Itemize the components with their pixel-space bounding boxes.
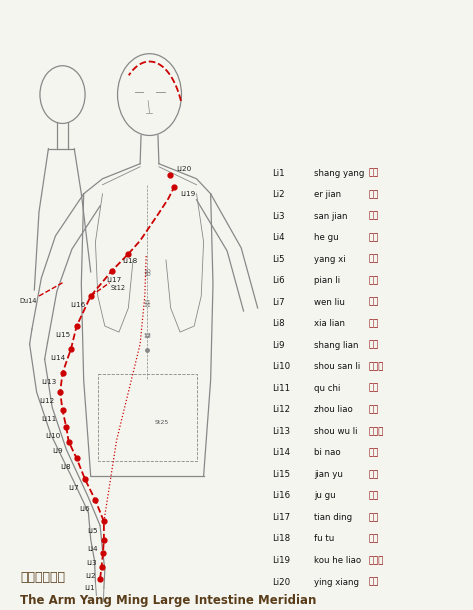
Text: 二間: 二間 xyxy=(368,190,378,199)
Text: Li17: Li17 xyxy=(106,277,121,283)
Text: shang yang: shang yang xyxy=(314,168,365,178)
Text: 陽溪: 陽溪 xyxy=(368,254,378,264)
Text: Li7: Li7 xyxy=(272,298,284,307)
Text: Du14: Du14 xyxy=(19,298,36,304)
Text: 肩髃: 肩髃 xyxy=(368,470,378,479)
Text: Li6: Li6 xyxy=(272,276,284,285)
Text: 手五里: 手五里 xyxy=(368,427,384,436)
Text: Li3: Li3 xyxy=(272,212,284,221)
Text: Li19: Li19 xyxy=(180,191,195,197)
Text: Li3: Li3 xyxy=(86,560,97,566)
Text: Li9: Li9 xyxy=(52,448,62,454)
Text: Li7: Li7 xyxy=(69,486,79,492)
Text: Li11: Li11 xyxy=(272,384,290,393)
Text: Li18: Li18 xyxy=(272,534,290,544)
Text: ju gu: ju gu xyxy=(314,492,336,500)
Text: Li1: Li1 xyxy=(272,168,284,178)
Text: Li13: Li13 xyxy=(42,379,57,385)
Text: Li10: Li10 xyxy=(45,433,60,439)
Text: 10: 10 xyxy=(143,273,151,278)
Text: 迎香: 迎香 xyxy=(368,578,378,587)
Text: 巨骨: 巨骨 xyxy=(368,492,378,500)
Text: Li12: Li12 xyxy=(39,398,54,404)
Text: 口禾髎: 口禾髎 xyxy=(368,556,384,565)
Text: he gu: he gu xyxy=(314,233,339,242)
Text: zhou liao: zhou liao xyxy=(314,405,353,414)
Text: Li14: Li14 xyxy=(50,355,65,361)
Text: xia lian: xia lian xyxy=(314,319,345,328)
Text: Li2: Li2 xyxy=(272,190,284,199)
Text: 商陽: 商陽 xyxy=(368,168,378,178)
Text: 臂臑: 臂臑 xyxy=(368,448,378,458)
Text: Li5: Li5 xyxy=(87,528,98,534)
Text: Li14: Li14 xyxy=(272,448,290,458)
Text: Li12: Li12 xyxy=(272,405,290,414)
Text: Li4: Li4 xyxy=(87,545,98,551)
Bar xyxy=(98,374,196,461)
Text: 肘髎: 肘髎 xyxy=(368,405,378,414)
Text: Li4: Li4 xyxy=(272,233,284,242)
Text: Li10: Li10 xyxy=(272,362,290,371)
Text: wen liu: wen liu xyxy=(314,298,345,307)
Text: ying xiang: ying xiang xyxy=(314,578,359,587)
Text: The Arm Yang Ming Large Intestine Meridian: The Arm Yang Ming Large Intestine Meridi… xyxy=(20,594,316,606)
Text: 11: 11 xyxy=(143,303,151,307)
Text: bi nao: bi nao xyxy=(314,448,341,458)
Text: shang lian: shang lian xyxy=(314,341,359,350)
Text: Li16: Li16 xyxy=(70,302,85,308)
Text: Li16: Li16 xyxy=(272,492,290,500)
Text: St25: St25 xyxy=(154,420,168,425)
Text: Li9: Li9 xyxy=(272,341,284,350)
Text: tian ding: tian ding xyxy=(314,513,352,522)
Text: 手陽明大腸經: 手陽明大腸經 xyxy=(20,572,65,584)
Text: 三間: 三間 xyxy=(368,212,378,221)
Text: 扶突: 扶突 xyxy=(368,534,378,544)
Text: Li5: Li5 xyxy=(272,254,284,264)
Text: Li20: Li20 xyxy=(272,578,290,587)
Text: er jian: er jian xyxy=(314,190,341,199)
Text: fu tu: fu tu xyxy=(314,534,334,544)
Text: shou san li: shou san li xyxy=(314,362,360,371)
Text: 12: 12 xyxy=(143,334,151,339)
Text: Li13: Li13 xyxy=(272,427,290,436)
Text: kou he liao: kou he liao xyxy=(314,556,361,565)
Text: 下廉: 下廉 xyxy=(368,319,378,328)
Text: Li20: Li20 xyxy=(176,165,192,171)
Text: qu chi: qu chi xyxy=(314,384,341,393)
Text: St12: St12 xyxy=(111,285,126,290)
Text: 上廉: 上廉 xyxy=(368,341,378,350)
Text: Li6: Li6 xyxy=(79,506,90,512)
Text: 12: 12 xyxy=(143,332,151,337)
Text: Li19: Li19 xyxy=(272,556,290,565)
Text: jian yu: jian yu xyxy=(314,470,343,479)
Text: Li11: Li11 xyxy=(42,416,57,422)
Text: 11: 11 xyxy=(143,300,151,304)
Text: 曲池: 曲池 xyxy=(368,384,378,393)
Text: 天鼎: 天鼎 xyxy=(368,513,378,522)
Text: san jian: san jian xyxy=(314,212,348,221)
Text: Li1: Li1 xyxy=(84,585,95,591)
Text: Li18: Li18 xyxy=(123,258,138,264)
Text: 溫溜: 溫溜 xyxy=(368,298,378,307)
Text: 合谷: 合谷 xyxy=(368,233,378,242)
Text: Li8: Li8 xyxy=(61,464,71,470)
Text: 10: 10 xyxy=(143,270,151,274)
Text: 手三里: 手三里 xyxy=(368,362,384,371)
Text: Li15: Li15 xyxy=(272,470,290,479)
Text: Li2: Li2 xyxy=(85,573,96,579)
Text: Li15: Li15 xyxy=(56,332,71,338)
Text: pian li: pian li xyxy=(314,276,340,285)
Text: Li8: Li8 xyxy=(272,319,284,328)
Text: yang xi: yang xi xyxy=(314,254,346,264)
Text: 偏歷: 偏歷 xyxy=(368,276,378,285)
Text: shou wu li: shou wu li xyxy=(314,427,358,436)
Text: Li17: Li17 xyxy=(272,513,290,522)
